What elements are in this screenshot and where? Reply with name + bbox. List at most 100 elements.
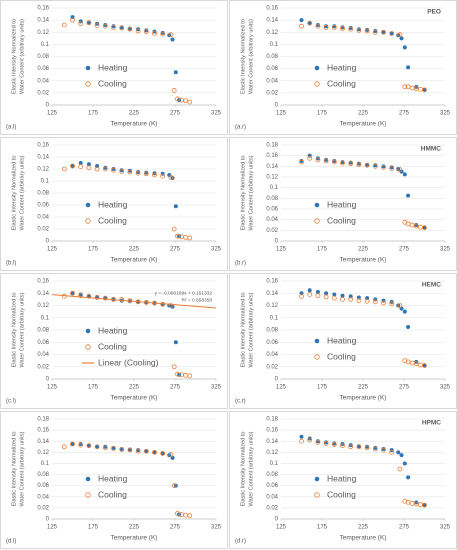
data-point [102, 23, 108, 29]
data-point [86, 293, 92, 299]
panel-frame [0, 0, 228, 135]
x-tick-label: 175 [317, 111, 328, 117]
x-axis-label: Temperature (K) [340, 121, 387, 128]
data-point [119, 296, 125, 302]
legend-swatch [85, 328, 91, 334]
y-tick-label: 0.12 [37, 303, 49, 309]
y-tick-label: 0 [275, 377, 279, 383]
x-tick-label: 275 [170, 247, 181, 253]
y-tick-label: 0.16 [37, 6, 49, 12]
data-point [389, 166, 395, 171]
data-point [119, 168, 124, 173]
data-point [331, 295, 337, 301]
data-point [315, 157, 321, 163]
data-point [111, 24, 116, 29]
data-point [61, 444, 67, 450]
data-point [340, 293, 345, 298]
data-point [160, 451, 166, 456]
y-axis-label: Water Content (arbitrary units) [19, 431, 25, 506]
data-point [119, 25, 125, 31]
data-point [307, 437, 313, 443]
legend-swatch [314, 338, 320, 344]
x-tick-label: 275 [170, 111, 181, 117]
data-point [135, 448, 141, 454]
x-tick-label: 175 [88, 385, 99, 391]
data-point [389, 31, 394, 36]
data-point [365, 27, 370, 32]
data-point [406, 65, 411, 70]
data-point [103, 22, 108, 27]
data-point [78, 442, 84, 448]
data-point [78, 21, 84, 27]
x-tick-label: 325 [211, 385, 222, 391]
y-tick-label: 0.18 [266, 143, 278, 149]
x-tick-label: 125 [276, 525, 287, 531]
panel-label: (b.l) [6, 261, 16, 267]
y-tick-label: 0.04 [266, 494, 278, 500]
data-point [86, 443, 92, 449]
y-tick-label: 0.02 [266, 364, 278, 370]
y-tick-label: 0.02 [37, 505, 49, 511]
data-point [409, 501, 415, 506]
y-tick-label: 0.16 [266, 6, 278, 12]
data-point [389, 301, 395, 307]
y-tick-label: 0.1 [270, 185, 279, 191]
panel-frame [0, 273, 228, 409]
data-point [127, 168, 132, 173]
y-tick-label: 0.08 [37, 54, 49, 60]
y-tick-label: 0.04 [37, 78, 49, 84]
data-point [102, 295, 108, 301]
data-point [70, 17, 75, 23]
x-tick-label: 325 [211, 247, 222, 253]
data-point [417, 224, 423, 230]
x-tick-label: 225 [358, 111, 369, 117]
data-point [187, 99, 193, 105]
y-tick-label: 0.06 [266, 340, 278, 346]
legend-swatch [314, 65, 320, 71]
data-point [422, 87, 427, 92]
data-point [160, 31, 166, 37]
annotation: y = -0.000109x + 0.151332 [155, 290, 213, 296]
data-point [399, 453, 404, 458]
y-axis-label: Water Content (arbitrary units) [19, 19, 25, 94]
legend-swatch [314, 492, 320, 498]
data-point [422, 503, 427, 508]
data-point [102, 445, 108, 451]
x-axis-label: Temperature (K) [111, 535, 158, 542]
data-point [86, 162, 91, 167]
y-axis-label: Elastic Intensity Normalized to [11, 293, 17, 368]
data-point [417, 362, 423, 368]
y-tick-label: 0 [275, 103, 279, 109]
data-point [417, 86, 423, 92]
legend-label: Cooling [327, 215, 356, 225]
panel-label: (d.l) [6, 539, 16, 545]
legend-label: Heating [98, 199, 128, 209]
data-point [315, 290, 320, 295]
y-tick-label: 0.06 [37, 483, 49, 489]
data-point [397, 303, 403, 308]
data-point [171, 226, 177, 232]
x-axis-label: Temperature (K) [111, 395, 158, 402]
y-tick-label: 0.04 [266, 217, 278, 223]
data-point [167, 173, 172, 177]
data-point [299, 293, 304, 299]
data-point [340, 160, 345, 166]
y-tick-label: 0.08 [266, 328, 278, 334]
legend-swatch [314, 354, 320, 360]
y-tick-label: 0.1 [270, 42, 279, 48]
data-point [152, 172, 157, 178]
y-tick-label: 0.14 [37, 18, 49, 24]
data-point [417, 502, 423, 507]
legend-label: Heating [327, 335, 357, 345]
data-point [86, 165, 92, 171]
y-tick-label: 0.08 [37, 191, 49, 197]
y-axis-label: Elastic Intensity Normalized to [11, 19, 17, 94]
y-tick-label: 0.06 [37, 203, 49, 209]
y-tick-label: 0.12 [266, 30, 278, 36]
y-tick-label: 0 [46, 517, 50, 523]
y-tick-label: 0 [46, 377, 50, 383]
data-point [144, 170, 149, 175]
data-point [364, 445, 370, 451]
data-point [409, 222, 415, 228]
data-point [348, 444, 354, 450]
